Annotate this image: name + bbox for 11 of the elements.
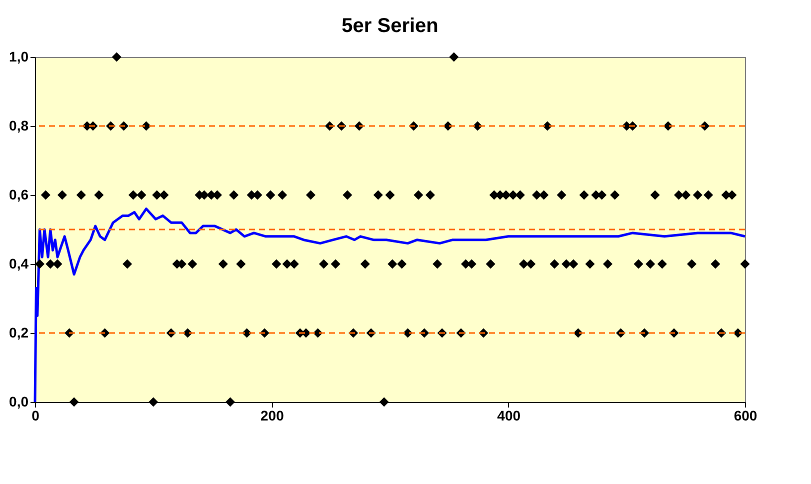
y-tick-label: 0,6 (9, 186, 29, 202)
x-tick-label: 0 (32, 408, 40, 424)
x-tick-label: 400 (497, 408, 521, 424)
y-tick-label: 0,8 (9, 118, 29, 134)
chart-title: 5er Serien (342, 15, 438, 37)
x-tick-label: 600 (734, 408, 758, 424)
y-tick-label: 0,0 (9, 394, 29, 410)
y-tick-label: 0,4 (9, 256, 29, 272)
y-tick-label: 0,2 (9, 324, 29, 340)
y-tick-label: 1,0 (9, 48, 29, 64)
x-tick-label: 200 (260, 408, 284, 424)
